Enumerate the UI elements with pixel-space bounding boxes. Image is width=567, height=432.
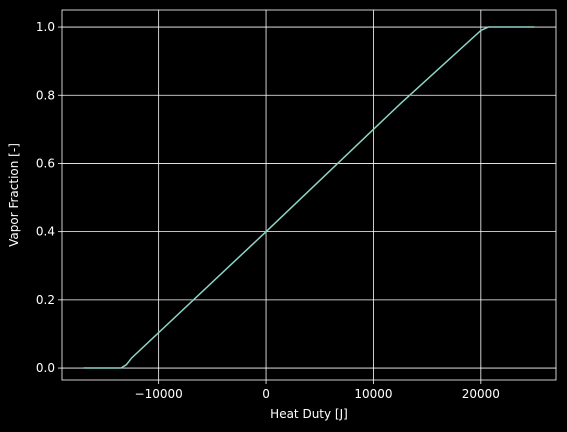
y-tick-label: 0.4 xyxy=(36,225,55,239)
ticks: −10000 0 10000 20000 0.0 0.2 0.4 0.6 0.8 1.0 xyxy=(36,20,500,401)
plot-frame xyxy=(61,9,557,381)
x-axis-label: Heat Duty [J] xyxy=(270,407,348,421)
series-layer xyxy=(83,26,535,369)
y-tick-label: 0.2 xyxy=(36,293,55,307)
vapor-fraction-line xyxy=(83,26,535,369)
x-tick-label: 0 xyxy=(262,387,270,401)
y-axis-label: Vapor Fraction [-] xyxy=(7,143,21,247)
y-tick-label: 1.0 xyxy=(36,20,55,34)
y-tick-label: 0.8 xyxy=(36,88,55,102)
x-tick-label: 20000 xyxy=(462,387,500,401)
x-tick-label: 10000 xyxy=(354,387,392,401)
y-tick-label: 0.0 xyxy=(36,361,55,375)
y-tick-label: 0.6 xyxy=(36,156,55,170)
x-tick-label: −10000 xyxy=(135,387,183,401)
gridlines xyxy=(62,10,556,380)
